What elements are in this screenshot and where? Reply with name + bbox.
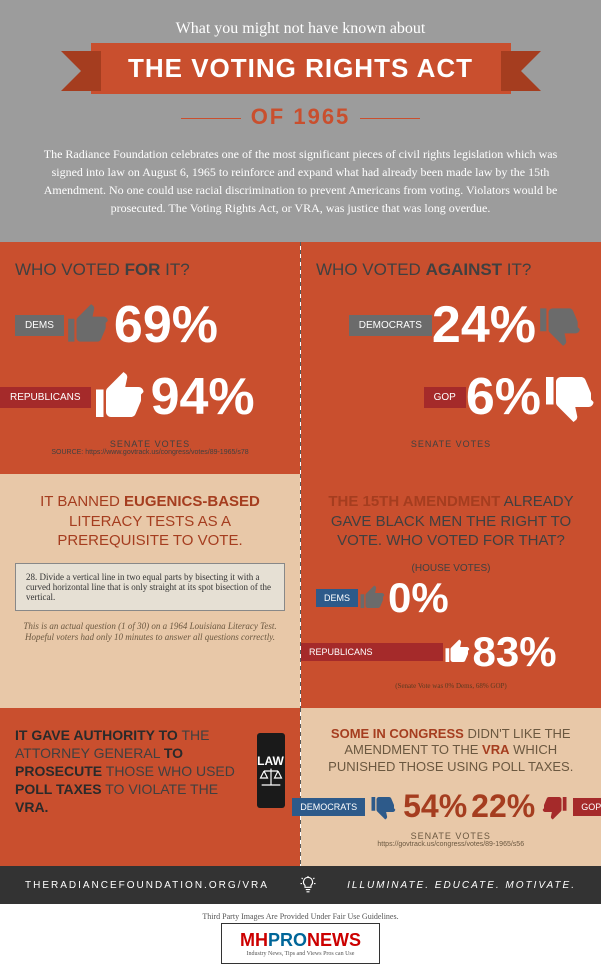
law-text: IT GAVE AUTHORITY TO THE ATTORNEY GENERA… [15,726,247,817]
dems-against-pct: 24% [432,295,536,355]
row1-right: WHO VOTED AGAINST IT? DEMOCRATS 24% GOP … [301,242,601,474]
dems-for-pct: 69% [114,295,218,355]
thumb-down-icon [541,367,601,427]
row2: IT BANNED EUGENICS-BASED LITERACY TESTS … [0,474,601,708]
reps-for-pct: 94% [151,367,255,427]
logo-tagline: Industry News, Tips and Views Pros can U… [240,951,361,957]
congress-claim: SOME IN CONGRESS DIDN'T LIKE THE AMENDME… [316,726,587,777]
senate-label: SENATE VOTES [316,831,587,841]
thumb-down-icon [539,792,569,822]
thumb-down-icon [536,300,586,350]
voted-against-heading: WHO VOTED AGAINST IT? [316,260,586,280]
dems-polltax-pct: 54% [403,788,467,825]
thumb-up-icon [443,637,473,667]
title-banner: THE VOTING RIGHTS ACT [91,43,511,94]
thumb-up-icon [64,300,114,350]
reps-against-line: GOP 6% [316,367,601,427]
house-votes-note: (HOUSE VOTES) [316,563,586,574]
senate-note: (Senate Vote was 0% Dems, 68% GOP) [316,682,586,690]
reps-for-line: REPUBLICANS 94% [0,367,285,427]
scales-icon [257,768,285,788]
header-section: What you might not have known about THE … [0,0,601,242]
attribution-block: Third Party Images Are Provided Under Fa… [0,904,601,979]
thumb-up-icon [358,583,388,613]
row1: WHO VOTED FOR IT? DEMS 69% REPUBLICANS 9… [0,242,601,474]
dems-for-line: DEMS 69% [15,295,285,355]
amendment-claim: THE 15TH AMENDMENT ALREADY GAVE BLACK ME… [316,492,586,551]
reps-15th-line: REPUBLICANS 83% [301,628,586,676]
senate-label: SENATE VOTES [15,439,285,449]
source-label: SOURCE: https://www.govtrack.us/congress… [15,449,285,456]
reps-polltax-pct: 22% [471,788,535,825]
dems-15th-line: DEMS 0% [316,574,586,622]
law-block: IT GAVE AUTHORITY TO THE ATTORNEY GENERA… [15,726,285,817]
fair-use-caption: Third Party Images Are Provided Under Fa… [0,912,601,921]
literacy-claim: IT BANNED EUGENICS-BASED LITERACY TESTS … [15,492,285,551]
row2-right: THE 15TH AMENDMENT ALREADY GAVE BLACK ME… [301,474,601,708]
dems-tag: DEMS [15,315,64,336]
dems-against-line: DEMOCRATS 24% [316,295,586,355]
footer-motto: ILLUMINATE. EDUCATE. MOTIVATE. [347,880,576,891]
footer-bar: THERADIANCEFOUNDATION.ORG/VRA ILLUMINATE… [0,866,601,904]
year-line: OF 1965 [30,104,571,130]
reps-tag: GOP [424,387,466,408]
lightbulb-icon [299,876,317,894]
infographic-page: What you might not have known about THE … [0,0,601,979]
reps-against-pct: 6% [466,367,541,427]
literacy-caption: This is an actual question (1 of 30) on … [15,621,285,644]
reps-15th-pct: 83% [473,628,557,676]
thumb-up-icon [91,367,151,427]
header-subtitle: What you might not have known about [30,20,571,38]
thumb-down-icon [369,792,399,822]
source-label: https://govtrack.us/congress/votes/89-19… [316,841,587,848]
footer-url: THERADIANCEFOUNDATION.ORG/VRA [25,880,269,891]
reps-tag: REPUBLICANS [301,643,443,661]
law-book-icon: LAW [257,733,285,808]
row3-right: SOME IN CONGRESS DIDN'T LIKE THE AMENDME… [301,708,601,867]
dems-tag: DEMS [316,589,358,607]
dems-tag: DEMOCRATS [292,798,365,816]
dems-tag: DEMOCRATS [349,315,432,336]
mhpronews-logo: MHPRONEWS Industry News, Tips and Views … [221,923,380,964]
row2-left: IT BANNED EUGENICS-BASED LITERACY TESTS … [0,474,300,708]
literacy-question-box: 28. Divide a vertical line in two equal … [15,563,285,611]
row1-left: WHO VOTED FOR IT? DEMS 69% REPUBLICANS 9… [0,242,300,474]
banner-text: THE VOTING RIGHTS ACT [91,43,511,94]
row3-left: IT GAVE AUTHORITY TO THE ATTORNEY GENERA… [0,708,300,867]
reps-tag: GOP [573,798,601,816]
reps-tag: REPUBLICANS [0,387,91,408]
intro-paragraph: The Radiance Foundation celebrates one o… [41,145,561,217]
poll-tax-line: DEMOCRATS 54% 22% GOP [316,788,587,825]
voted-for-heading: WHO VOTED FOR IT? [15,260,285,280]
senate-label: SENATE VOTES [316,439,586,449]
dems-15th-pct: 0% [388,574,449,622]
row3: IT GAVE AUTHORITY TO THE ATTORNEY GENERA… [0,708,601,867]
